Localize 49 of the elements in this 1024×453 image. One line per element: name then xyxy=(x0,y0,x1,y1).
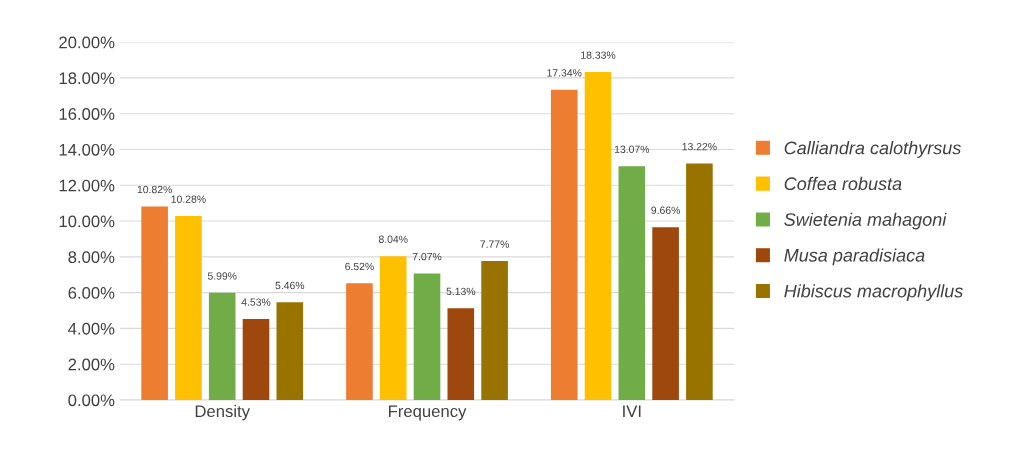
y-tick-label: 2.00% xyxy=(68,358,115,371)
x-tick-label: Density xyxy=(195,404,250,421)
bar xyxy=(584,72,612,400)
data-label: 9.66% xyxy=(651,206,680,214)
data-label: 10.28% xyxy=(171,195,206,203)
data-label: 6.52% xyxy=(345,262,374,271)
bar xyxy=(686,163,713,400)
legend-label: Musa paradisiaca xyxy=(784,248,925,266)
bar xyxy=(346,283,373,400)
legend-label: Swietenia mahagoni xyxy=(784,212,947,230)
data-label: 10.82% xyxy=(137,185,172,194)
bar xyxy=(550,89,578,400)
data-label: 18.33% xyxy=(581,51,616,59)
bar xyxy=(447,308,475,400)
bar xyxy=(141,206,168,400)
bar xyxy=(175,216,202,400)
bar xyxy=(413,273,441,400)
data-label: 13.22% xyxy=(682,142,717,151)
y-tick-label: 4.00% xyxy=(68,322,115,335)
data-label: 13.07% xyxy=(614,145,650,153)
y-tick-label: 8.00% xyxy=(68,251,115,264)
bar xyxy=(276,302,304,400)
data-label: 4.53% xyxy=(241,298,271,306)
data-label: 8.04% xyxy=(378,235,408,243)
bar xyxy=(379,256,407,400)
bar xyxy=(242,318,270,400)
bar xyxy=(481,260,508,400)
y-tick-label: 18.00% xyxy=(59,72,115,85)
data-label: 5.46% xyxy=(275,281,305,290)
y-tick-label: 0.00% xyxy=(68,394,115,407)
legend-label: Calliandra calothyrsus xyxy=(784,141,961,158)
legend-label: Hibiscus macrophyllus xyxy=(784,284,963,302)
x-tick-label: Frequency xyxy=(389,405,467,421)
bar xyxy=(652,227,679,400)
y-tick-label: 16.00% xyxy=(59,108,115,120)
data-label: 17.34% xyxy=(547,69,582,77)
bar xyxy=(208,292,236,400)
data-label: 5.13% xyxy=(446,287,476,296)
data-label: 5.99% xyxy=(207,272,237,280)
x-tick-label: IVI xyxy=(623,405,641,417)
y-tick-label: 14.00% xyxy=(59,143,115,156)
data-label: 7.77% xyxy=(480,240,509,248)
y-tick-label: 12.00% xyxy=(59,179,115,192)
legend-label: Coffea robusta xyxy=(784,176,902,191)
bar xyxy=(618,166,646,400)
y-tick-label: 10.00% xyxy=(59,215,115,228)
data-label: 7.07% xyxy=(412,252,442,261)
y-tick-label: 20.00% xyxy=(59,36,115,49)
y-tick-label: 6.00% xyxy=(68,287,115,299)
